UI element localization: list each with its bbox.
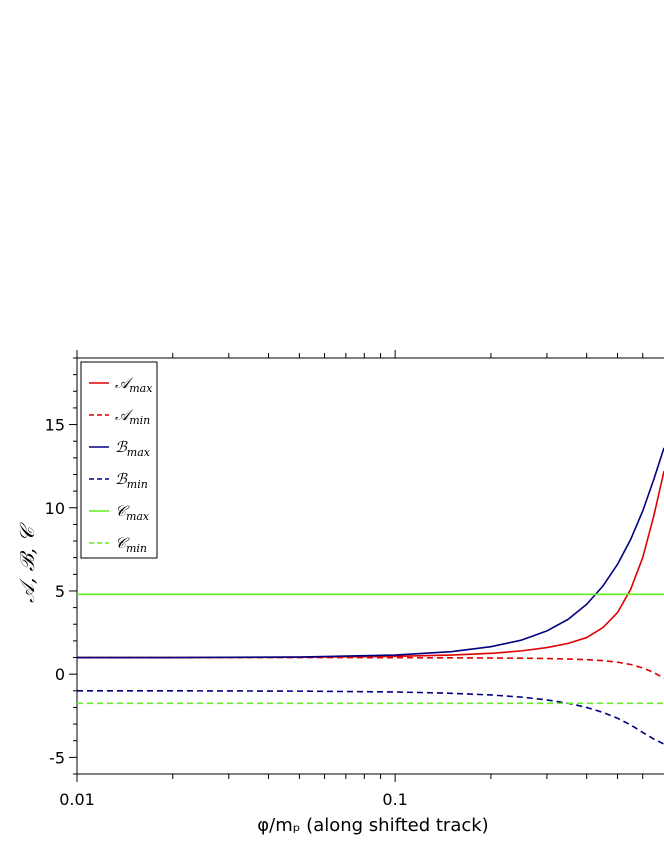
legend-subscript-3: min: [127, 478, 148, 491]
legend-box: [80, 361, 158, 559]
plot-frame: [76, 357, 664, 775]
y-tick-label: 0: [55, 665, 65, 684]
y-tick-label: -5: [49, 748, 65, 767]
x-tick-label: 0.01: [59, 790, 95, 809]
y-axis-label: 𝒜, ℬ, 𝒞: [15, 522, 39, 603]
series-line-1: [77, 656, 664, 680]
legend-subscript-0: max: [129, 382, 153, 395]
y-tick-label: 5: [55, 582, 65, 601]
legend-subscript-5: min: [126, 542, 147, 555]
x-axis-label: φ/mₚ (along shifted track): [257, 815, 488, 836]
series-layer: [77, 447, 664, 745]
series-line-2: [77, 447, 664, 659]
y-tick-label: 15: [45, 416, 65, 435]
legend-subscript-4: max: [126, 510, 150, 523]
series-line-0: [77, 470, 664, 659]
legend-subscript-2: max: [127, 446, 151, 459]
legend-subscript-1: min: [129, 414, 150, 427]
ticks-layer: 0.01 0.1 -5 0 5 10 15: [45, 350, 644, 809]
series-line-3: [77, 689, 664, 745]
y-tick-label: 10: [45, 499, 65, 518]
x-tick-label: 0.1: [382, 790, 407, 809]
